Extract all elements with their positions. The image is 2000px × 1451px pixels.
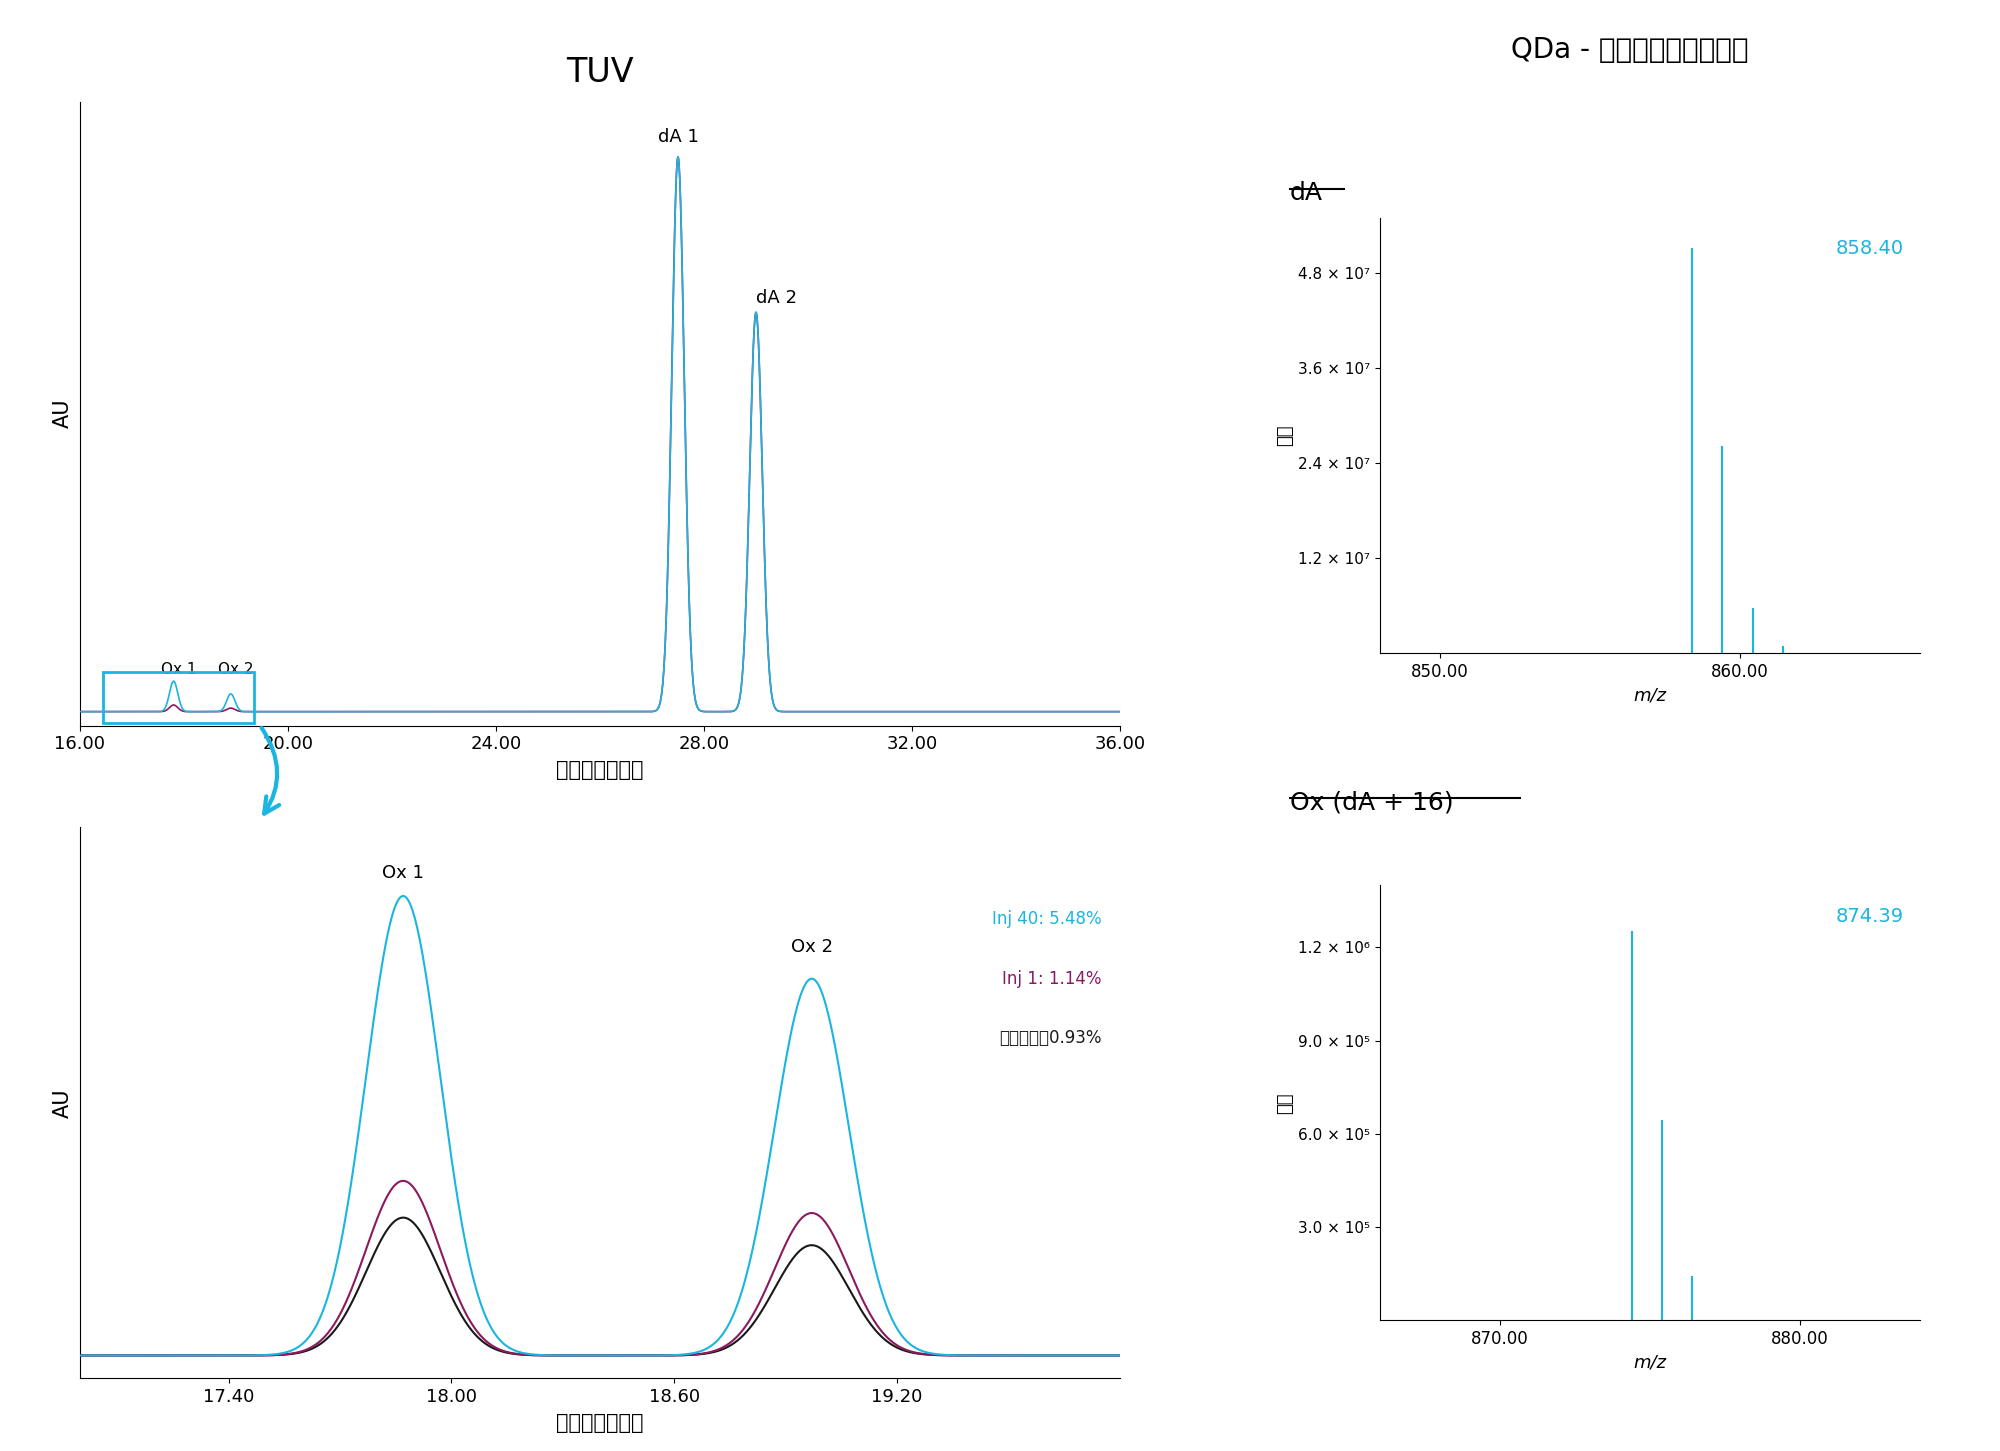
X-axis label: 保持時間（分）: 保持時間（分）: [556, 760, 644, 781]
Text: dA 2: dA 2: [756, 289, 796, 306]
Text: Inj 40: 5.48%: Inj 40: 5.48%: [992, 910, 1102, 927]
Y-axis label: AU: AU: [54, 1088, 74, 1117]
Text: Ox (dA + 16): Ox (dA + 16): [1290, 791, 1454, 815]
Text: Inj 1: 1.14%: Inj 1: 1.14%: [1002, 969, 1102, 988]
Text: Ox 1: Ox 1: [382, 865, 424, 882]
X-axis label: 保持時間（分）: 保持時間（分）: [556, 1413, 644, 1434]
Y-axis label: 強度: 強度: [1276, 425, 1294, 445]
Text: 新規希釈：0.93%: 新規希釈：0.93%: [998, 1029, 1102, 1048]
Text: Ox 2: Ox 2: [790, 937, 832, 956]
X-axis label: m/z: m/z: [1634, 1354, 1666, 1371]
Y-axis label: 強度: 強度: [1276, 1093, 1294, 1113]
Text: Ox 1: Ox 1: [160, 662, 196, 678]
Text: 874.39: 874.39: [1836, 907, 1904, 926]
Bar: [104, 672, 254, 723]
Text: QDa - コンバインスキャン: QDa - コンバインスキャン: [1512, 36, 1748, 64]
Text: 858.40: 858.40: [1836, 239, 1904, 258]
Y-axis label: AU: AU: [54, 399, 74, 428]
Text: Ox 2: Ox 2: [218, 662, 254, 678]
Text: dA: dA: [1290, 181, 1324, 206]
Title: TUV: TUV: [566, 57, 634, 89]
Text: dA 1: dA 1: [658, 128, 698, 147]
X-axis label: m/z: m/z: [1634, 686, 1666, 704]
